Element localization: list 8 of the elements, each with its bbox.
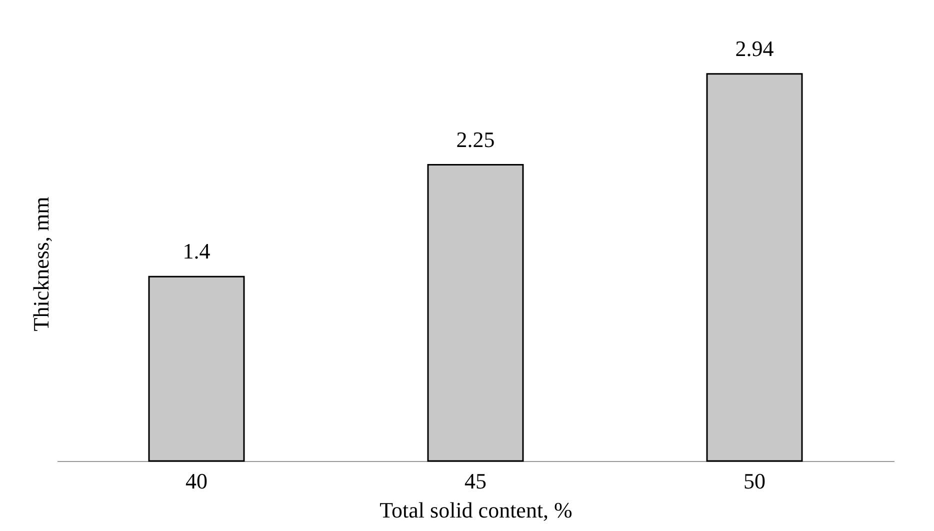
- x-axis-title: Total solid content, %: [380, 498, 572, 522]
- y-axis-title: Thickness, mm: [28, 196, 54, 332]
- data-label: 2.25: [456, 126, 495, 152]
- data-label: 1.4: [182, 238, 210, 264]
- data-label: 2.94: [735, 36, 774, 61]
- x-tick-label: 40: [186, 468, 208, 494]
- x-tick-label: 50: [744, 468, 766, 494]
- x-tick-label: 45: [464, 468, 486, 494]
